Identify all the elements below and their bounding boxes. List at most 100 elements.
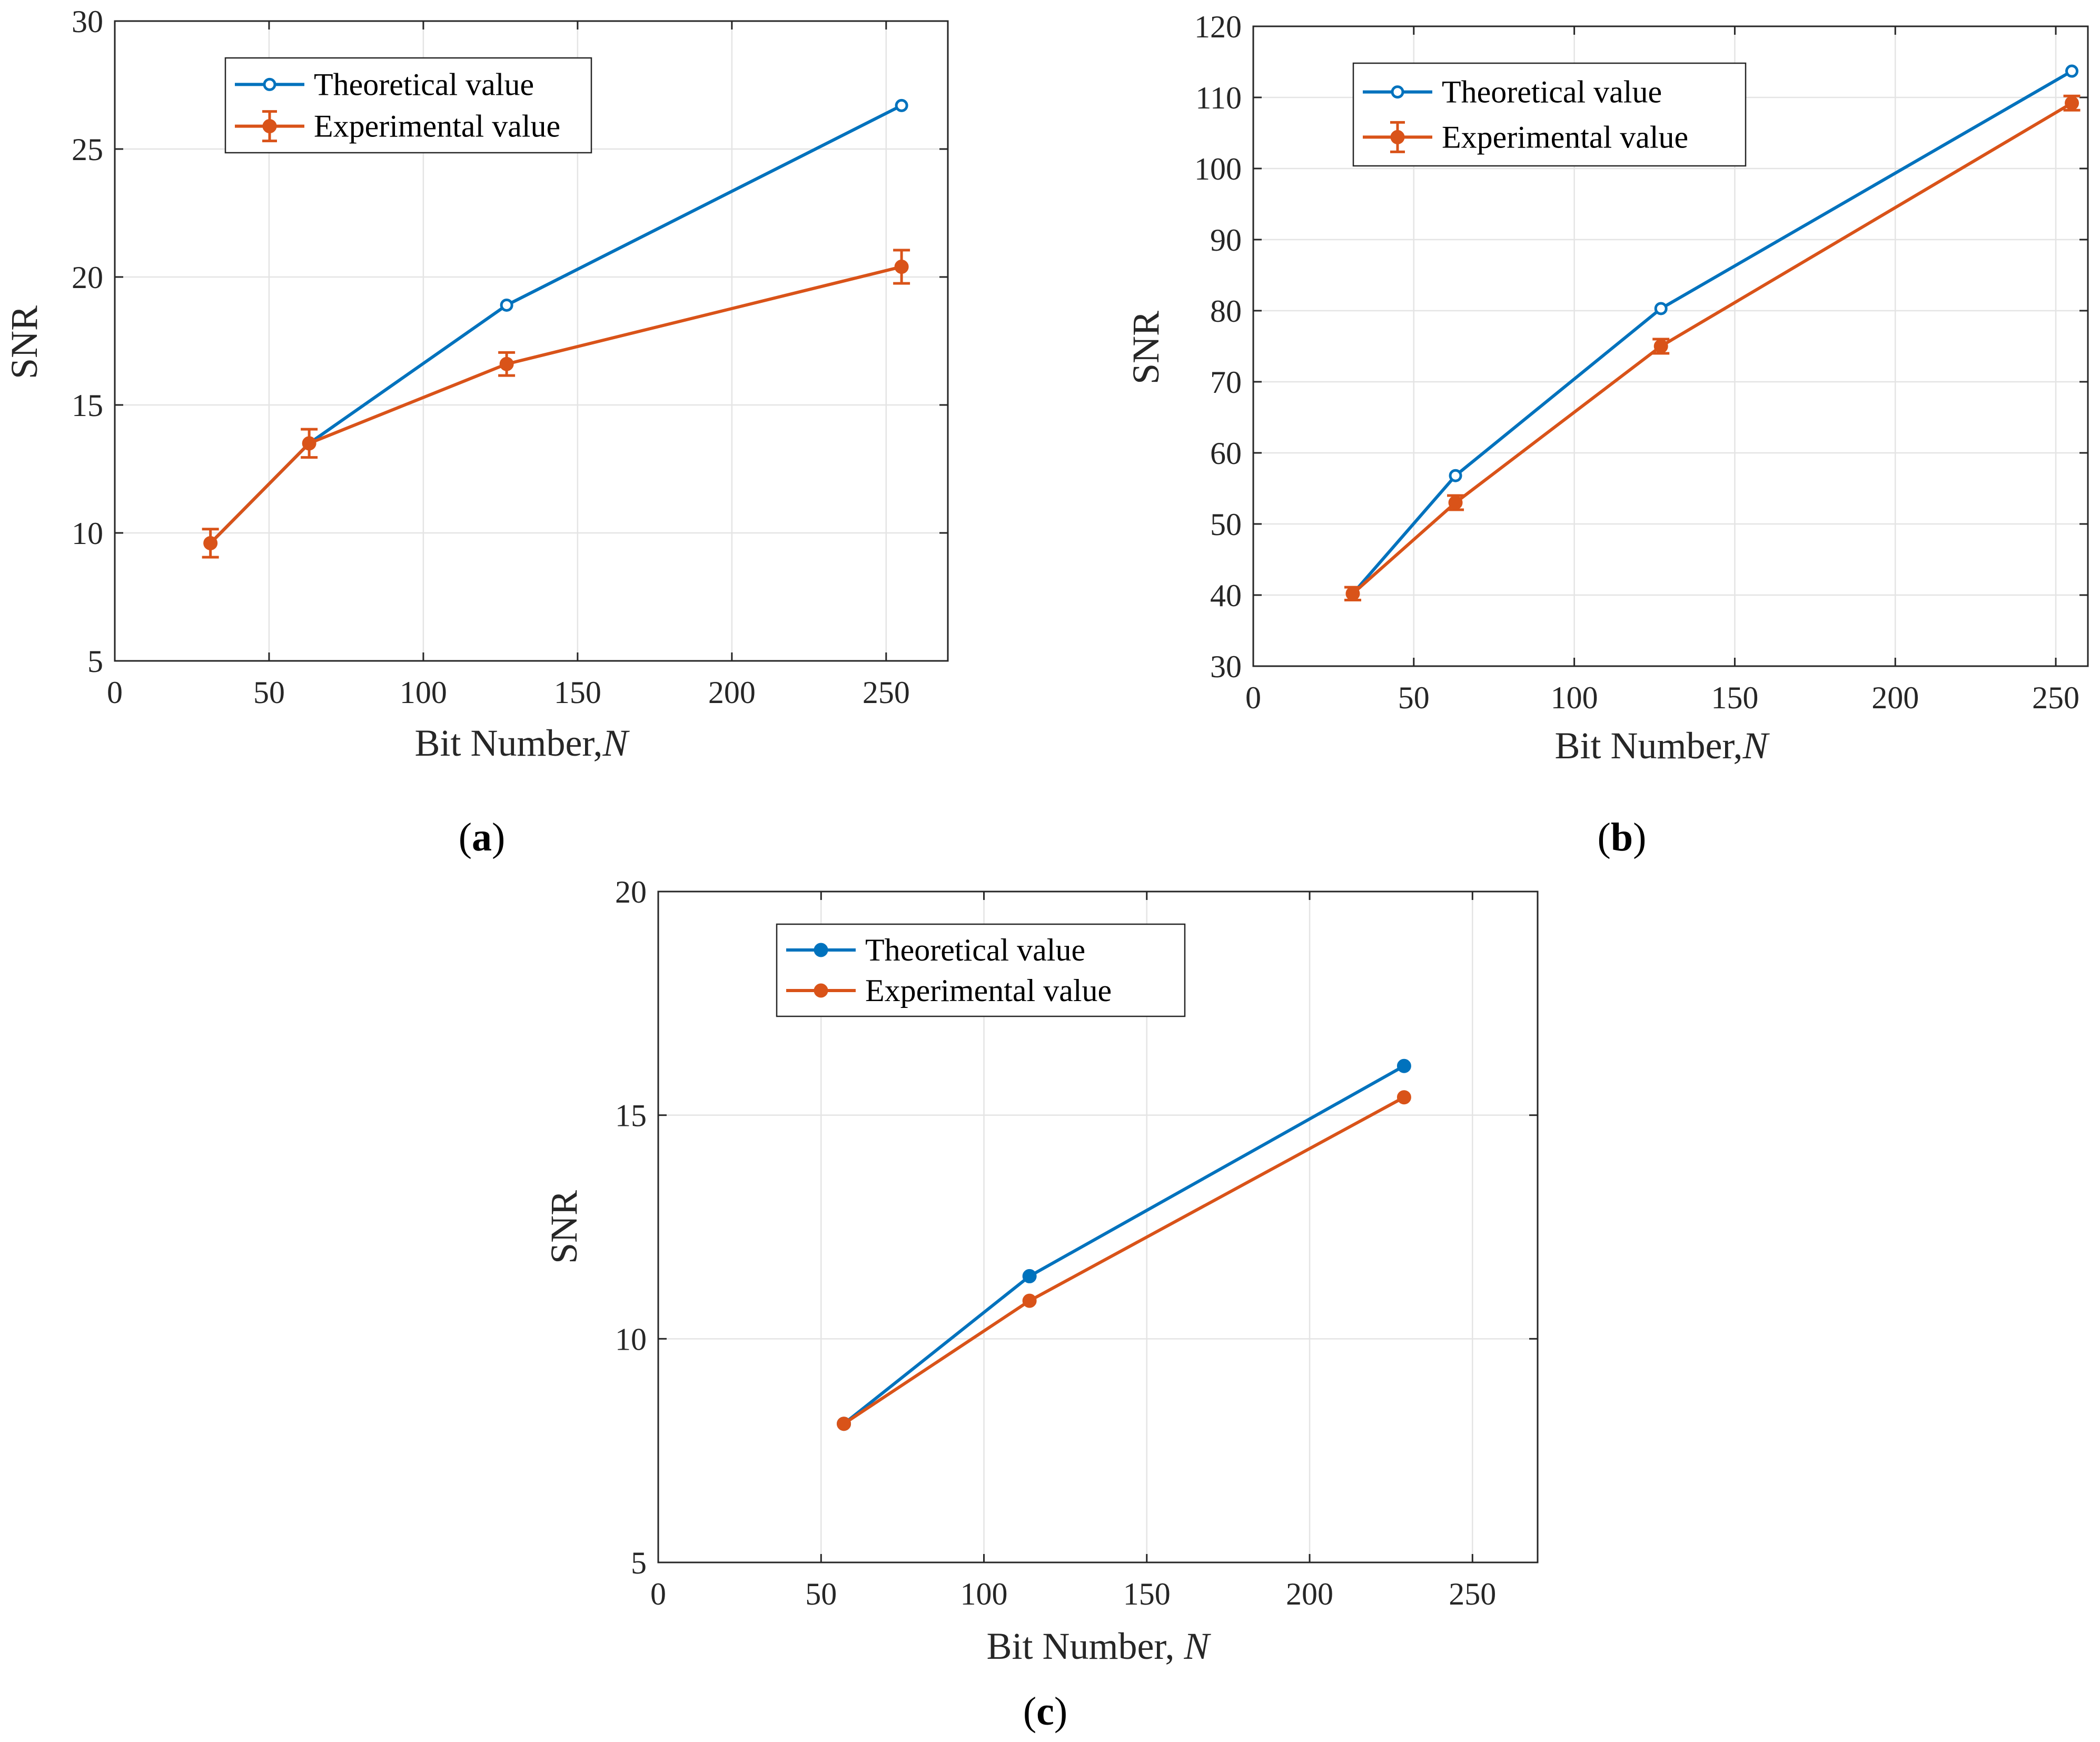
chart-panel-a: 0 50 100 150 200 250 5 10 15 20 25 30 Bit Number,N SN… (3, 4, 949, 859)
panel-label-open-paren: ( (459, 815, 472, 859)
legend-label: Experimental value (865, 973, 1112, 1008)
y-tick-label: 20 (72, 260, 103, 295)
y-tick-label: 90 (1210, 223, 1242, 258)
data-point (1654, 302, 1668, 315)
series-experimental (837, 1090, 1411, 1431)
data-point (203, 536, 218, 550)
x-axis-label-text: Bit Number, (1554, 725, 1742, 767)
data-point (2065, 64, 2079, 78)
chart-panel-c: 0 50 100 150 200 250 5 10 15 20 Bit Number, N SNR Th… (543, 875, 1539, 1734)
data-point (1448, 496, 1463, 510)
legend: Theoretical value Experimental value (1352, 62, 1747, 167)
x-axis-label-text: Bit Number, (986, 1625, 1184, 1667)
y-tick-label: 15 (72, 388, 103, 423)
panel-label-close-paren: ) (1054, 1689, 1067, 1734)
panel-label-letter: a (472, 815, 492, 859)
x-tick-label: 250 (1449, 1577, 1496, 1611)
y-tick-label: 20 (615, 875, 647, 909)
x-axis-label: Bit Number,N (1554, 725, 1770, 767)
panel-label-open-paren: ( (1023, 1689, 1036, 1734)
y-tick-label: 30 (72, 4, 103, 39)
y-tick-label: 25 (72, 132, 103, 167)
legend-swatch-marker (814, 943, 828, 957)
panel-label-letter: c (1036, 1689, 1054, 1734)
y-tick-label: 60 (1210, 436, 1242, 471)
y-tick-label: 110 (1195, 81, 1242, 115)
x-tick-label: 150 (554, 675, 601, 710)
legend-swatch-marker (1391, 85, 1404, 99)
y-tick-label: 40 (1210, 578, 1242, 613)
series-line (209, 265, 902, 545)
legend-swatch-marker (814, 983, 828, 998)
x-tick-label: 200 (1286, 1577, 1333, 1611)
x-tick-label: 50 (1398, 680, 1430, 715)
legend: Theoretical value Experimental value (776, 923, 1186, 1017)
y-axis-label: SNR (3, 305, 45, 379)
data-point (2065, 96, 2079, 111)
x-tick-label: 0 (107, 675, 123, 710)
y-tick-label: 5 (87, 644, 103, 679)
x-axis-label-variable: N (602, 722, 630, 764)
series-experimental (1344, 94, 2081, 601)
panel-label-close-paren: ) (492, 815, 505, 859)
x-tick-label: 250 (863, 675, 910, 710)
y-tick-label: 5 (631, 1546, 647, 1580)
x-tick-label: 150 (1711, 680, 1758, 715)
y-axis-label: SNR (1125, 311, 1167, 384)
x-axis-label: Bit Number,N (414, 722, 630, 764)
x-tick-label: 0 (1245, 680, 1261, 715)
y-tick-label: 10 (72, 516, 103, 551)
data-point (1022, 1293, 1037, 1308)
panel-label-close-paren: ) (1633, 815, 1646, 859)
data-point (1653, 339, 1668, 353)
legend-label: Theoretical value (314, 67, 534, 102)
x-tick-label: 250 (2032, 680, 2079, 715)
legend-box (1352, 62, 1747, 167)
y-tick-label: 50 (1210, 507, 1242, 542)
series-line (1351, 102, 2073, 595)
axes-box (657, 890, 1539, 1563)
data-point (302, 436, 316, 451)
y-axis-label: SNR (543, 1190, 585, 1264)
y-tick-label: 10 (615, 1322, 647, 1357)
data-point (1022, 1269, 1037, 1283)
panel-label: (c) (1023, 1689, 1067, 1734)
y-tick-label: 80 (1210, 294, 1242, 329)
legend-box (776, 923, 1186, 1017)
panel-label: (a) (459, 815, 506, 859)
legend-label: Theoretical value (1442, 75, 1662, 110)
y-tick-label: 30 (1210, 649, 1242, 684)
x-tick-label: 200 (1871, 680, 1919, 715)
x-tick-label: 100 (1551, 680, 1598, 715)
x-tick-label: 100 (960, 1577, 1008, 1611)
panel-label: (b) (1598, 815, 1647, 859)
data-point (1396, 1058, 1411, 1073)
y-tick-label: 120 (1194, 9, 1242, 44)
panel-label-open-paren: ( (1598, 815, 1611, 859)
series-experimental (202, 249, 910, 559)
series-line (1351, 70, 2073, 595)
x-tick-label: 150 (1123, 1577, 1171, 1611)
panel-label-letter: b (1611, 815, 1633, 859)
x-tick-label: 0 (650, 1577, 666, 1611)
x-axis-label-variable: N (1742, 725, 1770, 767)
x-tick-label: 50 (253, 675, 285, 710)
chart-panel-b: 0 50 100 150 200 250 30 40 50 60 70 80 90 100 110 120 Bi… (1125, 9, 2089, 859)
legend-swatch-marker (1390, 130, 1405, 144)
legend-swatch-marker (262, 119, 277, 134)
x-tick-label: 100 (400, 675, 447, 710)
data-point (500, 298, 513, 312)
legend-swatch-marker (263, 77, 276, 91)
legend-label: Theoretical value (865, 933, 1085, 967)
data-point (1396, 1090, 1411, 1105)
legend-label: Experimental value (1442, 120, 1688, 154)
y-tick-label: 70 (1210, 365, 1242, 400)
data-point (894, 260, 909, 274)
legend: Theoretical value Experimental value (224, 57, 592, 154)
data-point (1449, 469, 1462, 482)
data-point (895, 98, 908, 112)
y-tick-label: 15 (615, 1098, 647, 1133)
data-point (499, 357, 514, 371)
axes-box (114, 20, 949, 662)
